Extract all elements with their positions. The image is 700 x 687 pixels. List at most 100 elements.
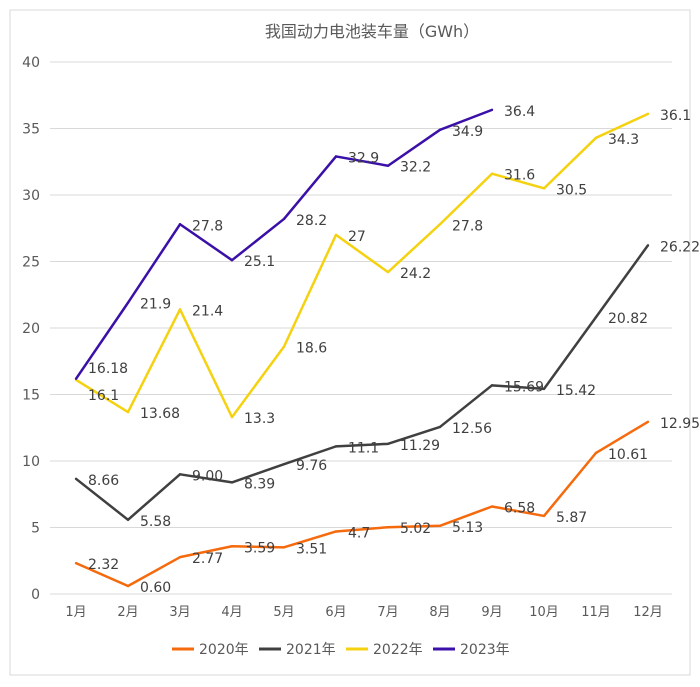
legend-label: 2020年: [199, 642, 249, 658]
data-point: [230, 415, 234, 419]
data-label: 9.76: [296, 458, 327, 474]
data-point: [542, 514, 546, 518]
data-point: [594, 451, 598, 455]
series-line-2020年: [75, 420, 649, 588]
data-label: 2.77: [192, 551, 223, 567]
data-point: [74, 377, 78, 381]
data-point: [334, 530, 338, 533]
data-label: 36.4: [504, 104, 535, 120]
y-tick-label: 15: [22, 388, 40, 404]
data-point: [438, 223, 442, 226]
data-label: 6.58: [504, 500, 535, 516]
data-point: [386, 526, 390, 529]
x-tick-label: 9月: [481, 605, 502, 620]
series-line-2021年: [75, 244, 650, 522]
x-tick-label: 11月: [581, 605, 611, 620]
data-point: [438, 524, 442, 527]
x-tick-label: 6月: [325, 605, 346, 620]
data-point: [386, 164, 390, 167]
data-point: [230, 545, 234, 548]
legend-label: 2023年: [460, 642, 510, 658]
data-point: [438, 425, 442, 429]
data-label: 27: [348, 229, 366, 245]
data-point: [230, 481, 234, 484]
data-label: 34.9: [452, 124, 483, 140]
data-point: [126, 518, 130, 521]
data-label: 36.1: [660, 108, 691, 124]
data-label: 12.95: [660, 416, 700, 432]
data-label: 31.6: [504, 168, 535, 184]
data-label: 26.22: [660, 239, 700, 255]
x-tick-label: 5月: [273, 605, 294, 620]
data-label: 21.4: [192, 303, 223, 319]
data-label: 5.02: [400, 521, 431, 537]
x-tick-label: 8月: [429, 605, 450, 620]
data-label: 28.2: [296, 213, 327, 229]
chart-border: [9, 9, 691, 676]
data-point: [178, 473, 182, 476]
data-label: 0.60: [140, 580, 171, 596]
data-label: 16.18: [88, 361, 128, 377]
data-label: 11.29: [400, 438, 440, 454]
data-point: [126, 301, 130, 304]
data-point: [74, 561, 78, 565]
data-point: [230, 258, 234, 262]
data-point: [386, 270, 390, 274]
data-label: 9.00: [192, 468, 223, 484]
data-point: [178, 223, 182, 226]
data-point: [490, 108, 494, 112]
data-label: 32.9: [348, 150, 379, 166]
data-point: [646, 420, 650, 423]
data-label: 32.2: [400, 160, 431, 176]
data-label: 21.9: [140, 297, 171, 313]
data-label: 13.3: [244, 411, 275, 427]
data-label: 18.6: [296, 341, 327, 357]
y-tick-label: 5: [31, 521, 40, 537]
legend-label: 2022年: [373, 642, 423, 658]
data-label: 16.1: [88, 388, 119, 404]
data-point: [74, 477, 78, 481]
series-line-2022年: [75, 112, 649, 419]
y-tick-label: 20: [22, 321, 40, 337]
chart-title: 我国动力电池装车量（GWh）: [265, 22, 479, 41]
data-label: 5.58: [140, 514, 171, 530]
data-label: 5.87: [556, 510, 587, 526]
data-label: 24.2: [400, 266, 431, 282]
data-label: 8.39: [244, 476, 275, 492]
x-tick-label: 12月: [633, 605, 663, 620]
data-point: [646, 244, 650, 247]
data-label: 5.13: [452, 520, 483, 536]
data-point: [490, 172, 494, 175]
x-tick-label: 3月: [169, 605, 190, 620]
data-label: 3.51: [296, 541, 327, 557]
data-point: [178, 555, 182, 559]
data-label: 3.59: [244, 540, 275, 556]
data-point: [334, 155, 338, 158]
data-point: [282, 345, 286, 348]
y-tick-label: 0: [31, 587, 40, 603]
data-point: [438, 128, 442, 132]
data-point: [334, 233, 338, 237]
data-label: 8.66: [88, 473, 119, 489]
data-point: [334, 445, 338, 448]
data-point: [282, 462, 286, 466]
data-point: [542, 387, 546, 391]
data-label: 12.56: [452, 421, 492, 437]
data-point: [646, 112, 650, 116]
data-label: 4.7: [348, 525, 370, 541]
x-tick-label: 7月: [377, 605, 398, 620]
data-label: 15.42: [556, 383, 596, 399]
y-tick-label: 10: [22, 454, 40, 470]
data-point: [594, 315, 598, 319]
data-point: [490, 384, 494, 387]
x-tick-label: 2月: [117, 605, 138, 620]
y-tick-label: 35: [22, 122, 40, 138]
data-label: 13.68: [140, 406, 180, 422]
x-tick-label: 1月: [65, 605, 86, 620]
y-tick-label: 30: [22, 188, 40, 204]
data-point: [490, 505, 494, 508]
data-point: [126, 584, 130, 588]
data-label: 11.1: [348, 440, 379, 456]
